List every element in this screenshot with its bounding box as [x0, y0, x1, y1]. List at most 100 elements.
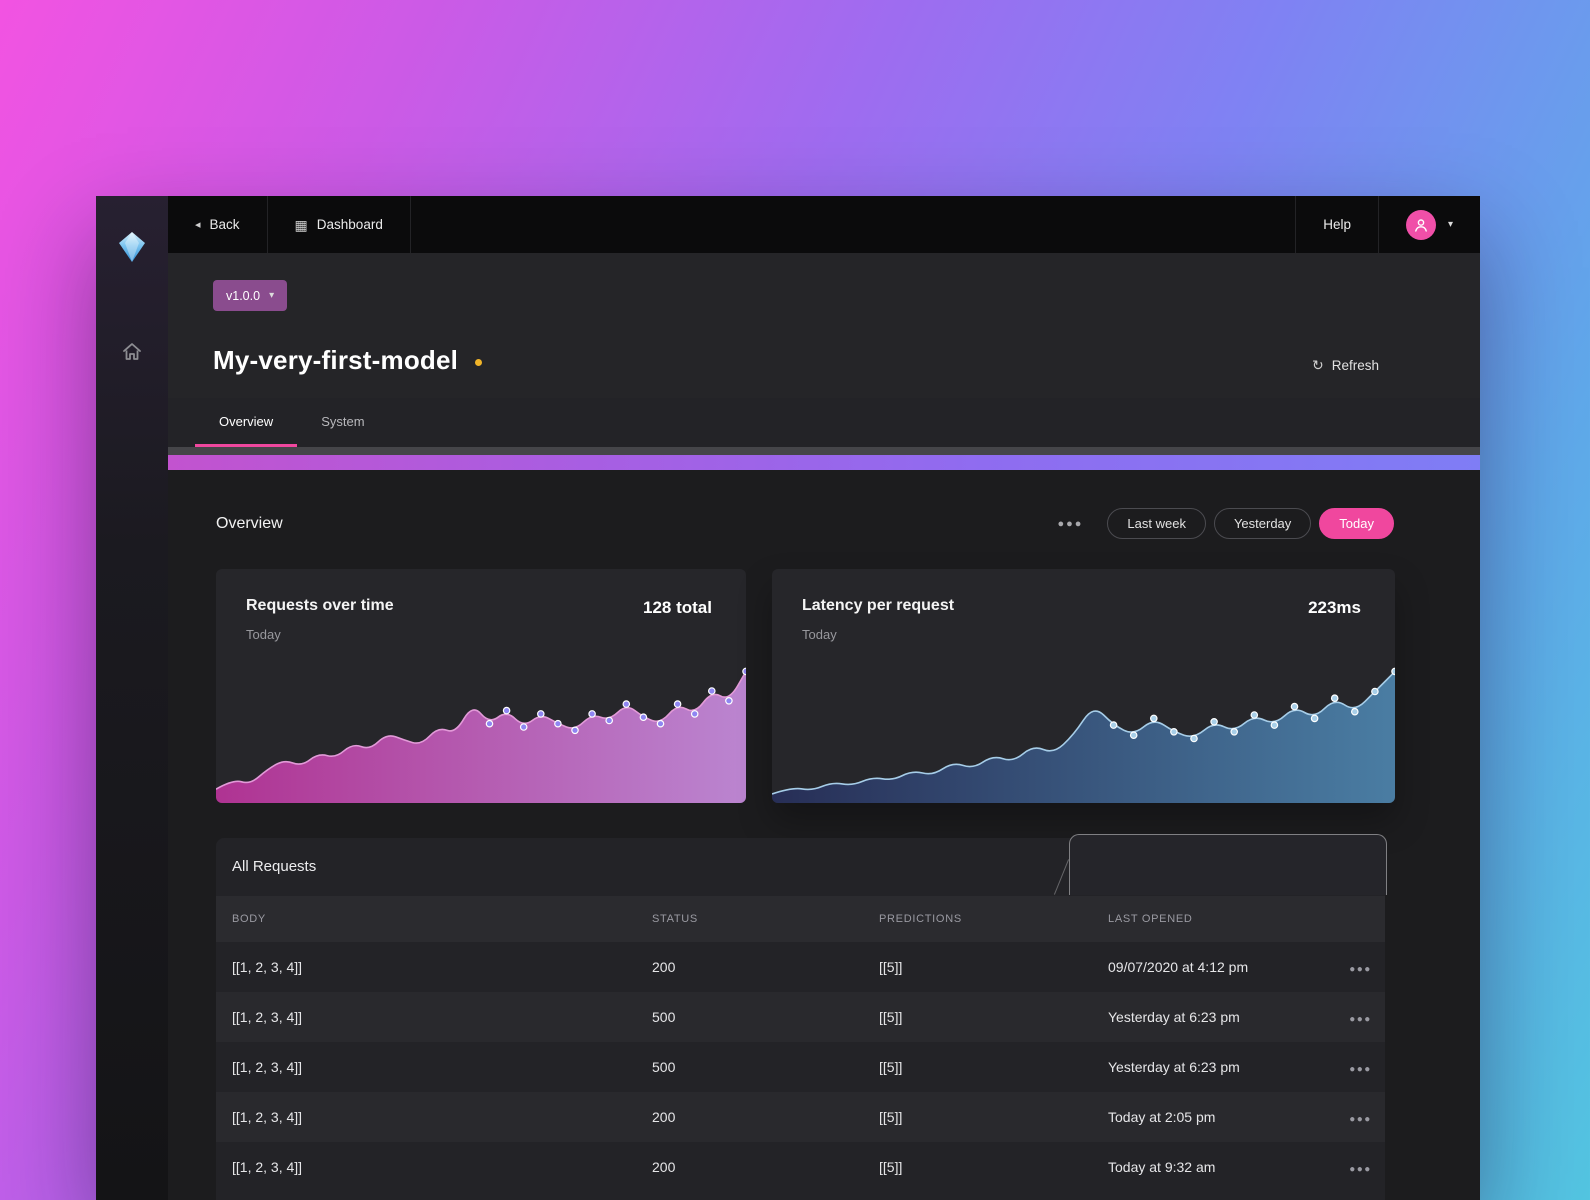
cell-status: 200 [652, 959, 676, 975]
sidebar-item-home[interactable] [122, 342, 142, 366]
requests-table: All Requests BODY STATUS PREDICTIONS LAS… [216, 834, 1387, 1200]
help-button[interactable]: Help [1295, 196, 1378, 253]
ellipsis-icon: ●●● [1349, 964, 1372, 975]
tab-overview-label: Overview [219, 413, 274, 429]
column-header-last-opened: LAST OPENED [1108, 913, 1193, 925]
dashboard-button[interactable]: ▦ Dashboard [268, 196, 411, 253]
ellipsis-icon: ●●● [1349, 1164, 1372, 1175]
tab-system-label: System [321, 413, 365, 429]
filter-yesterday[interactable]: Yesterday [1213, 508, 1312, 539]
cell-last-opened: Today at 9:32 am [1108, 1159, 1216, 1175]
cell-body: [[1, 2, 3, 4]] [232, 1009, 303, 1025]
main-content: Overview ●●● Last week Yesterday Today Req… [168, 470, 1480, 1200]
account-menu[interactable]: ▾ [1377, 196, 1480, 253]
cell-predictions: [[5]] [879, 1059, 903, 1075]
section-heading: Overview [216, 514, 283, 532]
back-button[interactable]: ◂ Back [168, 196, 268, 253]
row-menu-button[interactable]: ●●● [1336, 1159, 1385, 1175]
version-label: v1.0.0 [226, 288, 261, 303]
cell-last-opened: Yesterday at 6:23 pm [1108, 1009, 1240, 1025]
refresh-button[interactable]: ↻ Refresh [1312, 357, 1379, 374]
table-row[interactable]: [[1, 2, 3, 4]] 200 [[5]] 09/07/2020 at 4:12… [216, 942, 1385, 992]
tab-bar: Overview System [168, 398, 1480, 447]
requests-table-body: [[1, 2, 3, 4]] 200 [[5]] 09/07/2020 at 4:12… [216, 942, 1385, 1192]
divider-strip [168, 447, 1480, 455]
column-header-body: BODY [232, 913, 266, 925]
table-row[interactable]: [[1, 2, 3, 4]] 500 [[5]] Yesterday at 6:23 … [216, 1042, 1385, 1092]
filter-today[interactable]: Today [1319, 508, 1394, 539]
cell-status: 200 [652, 1109, 676, 1125]
row-menu-button[interactable]: ●●● [1336, 1109, 1385, 1125]
ellipsis-icon: ●●● [1349, 1064, 1372, 1075]
section-header: Overview ●●● Last week Yesterday Today [216, 508, 1394, 539]
version-selector[interactable]: v1.0.0 ▾ [213, 280, 288, 311]
help-label: Help [1323, 217, 1351, 232]
person-icon [1415, 218, 1427, 232]
app-window: ◂ Back ▦ Dashboard Help ▾ v1.0.0 ▾ [96, 196, 1480, 1200]
back-label: Back [209, 217, 240, 232]
more-options-button[interactable]: ●●● [1057, 517, 1084, 530]
requests-chart-card: Requests over time Today 128 total [216, 569, 746, 803]
table-row[interactable]: [[1, 2, 3, 4]] 200 [[5]] Today at 2:05 pm ●●… [216, 1092, 1385, 1142]
cell-body: [[1, 2, 3, 4]] [232, 1109, 303, 1125]
cell-status: 200 [652, 1159, 676, 1175]
requests-area-chart[interactable] [216, 655, 746, 803]
cell-predictions: [[5]] [879, 1009, 903, 1025]
table-row[interactable]: [[1, 2, 3, 4]] 200 [[5]] Today at 9:32 am ●●… [216, 1142, 1385, 1192]
stacked-card-decoration [1069, 834, 1387, 895]
title-row: My-very-first-model [213, 345, 483, 376]
tab-overview[interactable]: Overview [195, 398, 298, 447]
top-navbar: ◂ Back ▦ Dashboard Help ▾ [168, 196, 1480, 253]
cell-predictions: [[5]] [879, 959, 903, 975]
tab-system[interactable]: System [297, 398, 388, 447]
refresh-label: Refresh [1331, 358, 1379, 373]
cell-last-opened: 09/07/2020 at 4:12 pm [1108, 959, 1249, 975]
chart-title: Latency per request [802, 597, 955, 614]
latency-area-chart[interactable] [772, 655, 1395, 803]
column-header-predictions: PREDICTIONS [879, 913, 962, 925]
cell-status: 500 [652, 1009, 676, 1025]
cell-body: [[1, 2, 3, 4]] [232, 1059, 303, 1075]
time-range-controls: ●●● Last week Yesterday Today [1057, 508, 1394, 539]
diamond-icon [119, 232, 145, 262]
sidebar [96, 196, 168, 1200]
back-arrow-icon: ◂ [195, 219, 201, 231]
column-header-status: STATUS [652, 913, 698, 925]
row-menu-button[interactable]: ●●● [1336, 1059, 1385, 1075]
chart-title: Requests over time [246, 597, 394, 614]
ellipsis-icon: ●●● [1349, 1014, 1372, 1025]
cell-predictions: [[5]] [879, 1109, 903, 1125]
row-menu-button[interactable]: ●●● [1336, 1009, 1385, 1025]
chart-subtitle: Today [246, 627, 281, 642]
dashboard-label: Dashboard [316, 217, 383, 232]
cell-last-opened: Yesterday at 6:23 pm [1108, 1059, 1240, 1075]
grid-icon: ▦ [294, 216, 308, 233]
model-status-dot [475, 359, 483, 366]
refresh-icon: ↻ [1311, 357, 1324, 373]
filter-last-week[interactable]: Last week [1107, 508, 1206, 539]
table-row[interactable]: [[1, 2, 3, 4]] 500 [[5]] Yesterday at 6:23 … [216, 992, 1385, 1042]
cell-body: [[1, 2, 3, 4]] [232, 959, 303, 975]
accent-gradient-bar [168, 455, 1480, 470]
cell-predictions: [[5]] [879, 1159, 903, 1175]
avatar [1405, 209, 1436, 240]
model-header: v1.0.0 ▾ My-very-first-model ↻ Refresh [168, 253, 1480, 398]
ellipsis-icon: ●●● [1349, 1114, 1372, 1125]
chart-total: 128 total [643, 598, 712, 617]
table-header-row: BODY STATUS PREDICTIONS LAST OPENED [216, 896, 1385, 942]
chart-total: 223ms [1308, 598, 1361, 617]
latency-chart-card: Latency per request Today 223ms [772, 569, 1395, 803]
cell-body: [[1, 2, 3, 4]] [232, 1159, 303, 1175]
navbar-spacer [411, 196, 1295, 253]
home-icon [123, 343, 141, 360]
chart-subtitle: Today [802, 627, 837, 642]
cell-last-opened: Today at 2:05 pm [1108, 1109, 1216, 1125]
row-menu-button[interactable]: ●●● [1336, 959, 1385, 975]
chevron-down-icon: ▾ [269, 290, 275, 301]
page-title: My-very-first-model [213, 345, 459, 375]
table-title: All Requests [232, 858, 317, 875]
brand-logo[interactable] [119, 232, 145, 267]
cell-status: 500 [652, 1059, 676, 1075]
chevron-down-icon: ▾ [1447, 219, 1453, 230]
filter-pills: Last week Yesterday Today [1107, 508, 1394, 539]
